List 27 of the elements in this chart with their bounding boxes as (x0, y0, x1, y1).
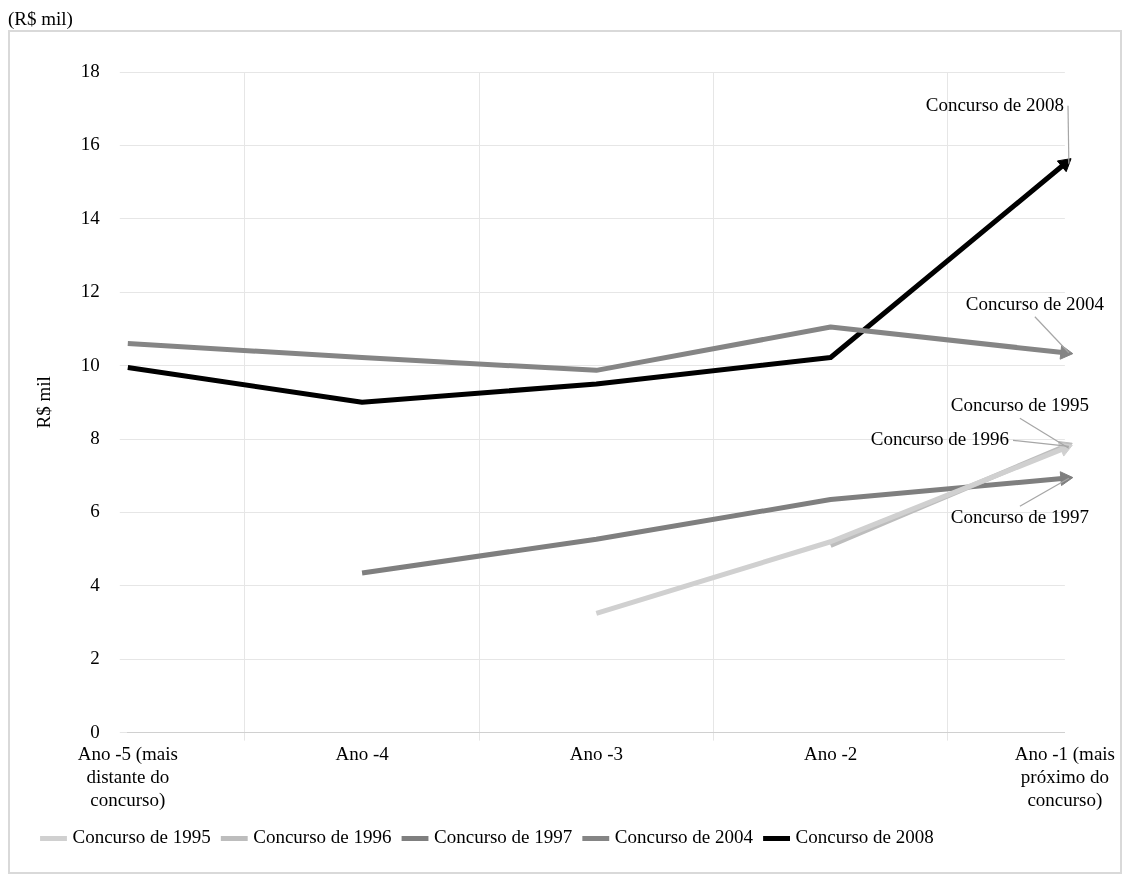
y-tick-label: 6 (90, 500, 100, 522)
legend-label: Concurso de 1995 (72, 826, 211, 848)
text: Concurso de 2008 (925, 93, 1064, 115)
text: Concurso de 1995 (950, 394, 1089, 416)
x-tick-label: Ano -5 (mais distante do concurso) (77, 742, 178, 811)
y-tick-label: 2 (90, 647, 100, 669)
text: Concurso de 2004 (965, 292, 1104, 314)
legend-label: Concurso de 2004 (614, 826, 754, 848)
y-tick-label: 14 (80, 206, 101, 228)
legend-label: Concurso de 2008 (795, 826, 934, 848)
y-axis-title: R$ mil (33, 376, 55, 429)
y-tick-label: 12 (80, 280, 100, 302)
y-tick-label: 16 (80, 133, 100, 155)
x-tick-label: Ano -3 (569, 742, 623, 764)
text: Concurso de 1996 (870, 428, 1009, 450)
legend-label: Concurso de 1997 (434, 826, 573, 848)
y-tick-label: 0 (90, 720, 100, 742)
y-tick-label: 4 (90, 573, 101, 595)
y-tick-label: 18 (80, 59, 100, 81)
x-tick-label: Ano -2 (803, 742, 858, 764)
y-tick-label: 8 (90, 426, 100, 448)
text: Concurso de 1997 (950, 506, 1089, 528)
x-tick-label: Ano -1 (mais próximo do concurso) (1014, 742, 1115, 811)
x-tick-label: Ano -4 (335, 742, 390, 764)
y-tick-label: 10 (80, 353, 100, 375)
chart-subtitle: (R$ mil) (8, 8, 74, 30)
legend-label: Concurso de 1996 (253, 826, 392, 848)
